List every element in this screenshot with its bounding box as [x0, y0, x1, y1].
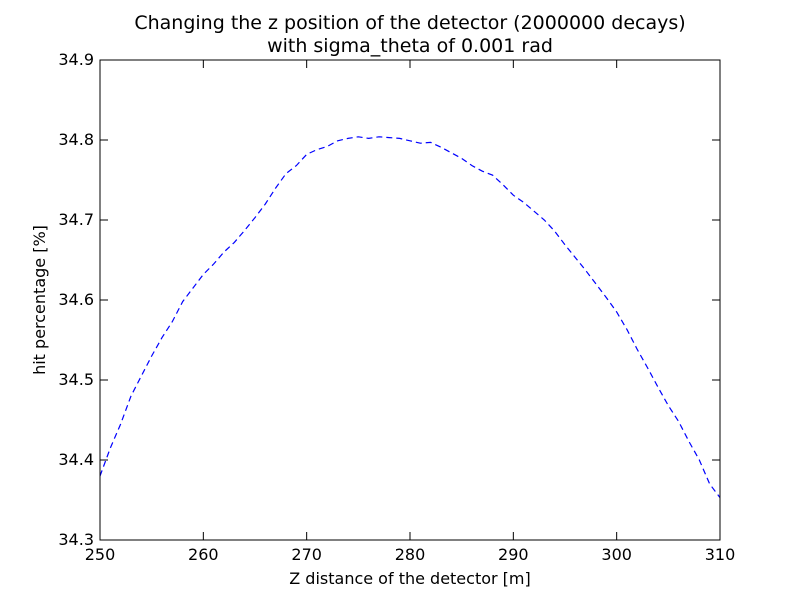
chart-title-line-2: with sigma_theta of 0.001 rad	[267, 35, 553, 57]
x-tick-label: 270	[291, 545, 322, 564]
x-tick-label: 300	[601, 545, 632, 564]
y-tick-label: 34.9	[58, 50, 94, 69]
y-tick-label: 34.8	[58, 130, 94, 149]
y-axis-label: hit percentage [%]	[30, 225, 49, 375]
y-tick-label: 34.7	[58, 210, 94, 229]
y-tick-label: 34.4	[58, 450, 94, 469]
chart-title-line-1: Changing the z position of the detector …	[134, 12, 685, 34]
x-tick-label: 250	[85, 545, 116, 564]
x-tick-label: 280	[395, 545, 426, 564]
y-tick-label: 34.5	[58, 370, 94, 389]
x-axis-label: Z distance of the detector [m]	[289, 569, 531, 588]
axes-frame	[99, 59, 721, 541]
x-tick-label: 290	[498, 545, 529, 564]
y-tick-label: 34.3	[58, 530, 94, 549]
x-tick-label: 260	[188, 545, 219, 564]
data-line-series-0	[99, 136, 721, 498]
y-tick-label: 34.6	[58, 290, 94, 309]
plot-area: 250 260 270 280 290 300 310 34.3 34.4 34.5 34.6 34.…	[58, 50, 735, 564]
x-tick-label: 310	[705, 545, 736, 564]
